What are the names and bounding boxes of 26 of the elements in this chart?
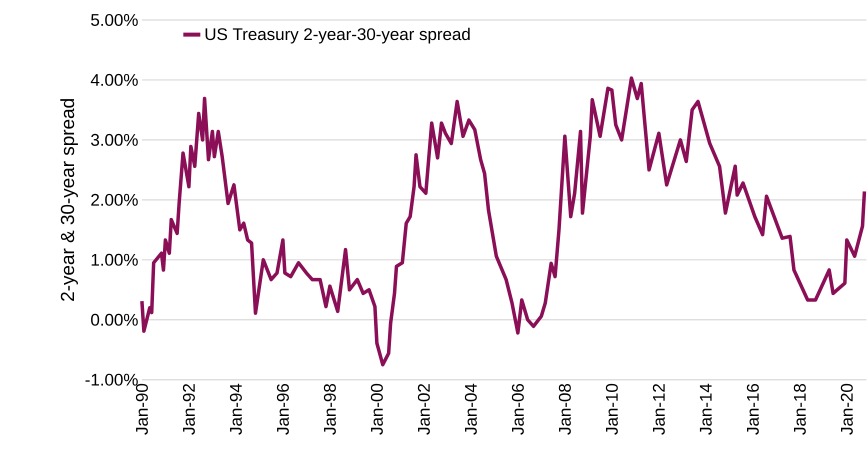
- line-series: [140, 76, 866, 367]
- y-tick-label: 2.00%: [91, 194, 138, 206]
- y-tick-label: -1.00%: [86, 374, 138, 386]
- x-tick-label: Jan-12: [652, 384, 665, 435]
- x-tick-label: Jan-18: [794, 384, 806, 435]
- x-tick-label: Jan-20: [840, 384, 853, 435]
- x-tick-label: Jan-10: [606, 384, 618, 435]
- x-tick-label: Jan-14: [700, 384, 712, 435]
- x-tick-label: Jan-92: [182, 384, 195, 435]
- x-tick-label: Jan-96: [276, 384, 289, 435]
- y-tick-label: 1.00%: [92, 254, 138, 266]
- x-tick-label: Jan-16: [746, 384, 759, 435]
- x-tick-label: Jan-06: [512, 384, 524, 435]
- y-tick-label: 0.00%: [91, 314, 138, 326]
- x-tick-label: Jan-90: [136, 384, 148, 435]
- y-tick-label: 4.00%: [90, 74, 138, 86]
- y-axis-title: 2-year & 30-year spread: [60, 99, 78, 302]
- y-tick-label: 3.00%: [91, 134, 138, 146]
- y-tick-label: 5.00%: [91, 14, 138, 26]
- x-tick-label: Jan-02: [418, 384, 430, 435]
- x-tick-label: Jan-98: [324, 384, 336, 435]
- x-tick-label: Jan-08: [558, 384, 571, 435]
- x-tick-label: Jan-94: [230, 384, 242, 435]
- x-tick-label: Jan-04: [464, 384, 477, 435]
- x-tick-label: Jan-00: [370, 384, 383, 435]
- legend-label: US Treasury 2-year-30-year spread: [206, 28, 470, 44]
